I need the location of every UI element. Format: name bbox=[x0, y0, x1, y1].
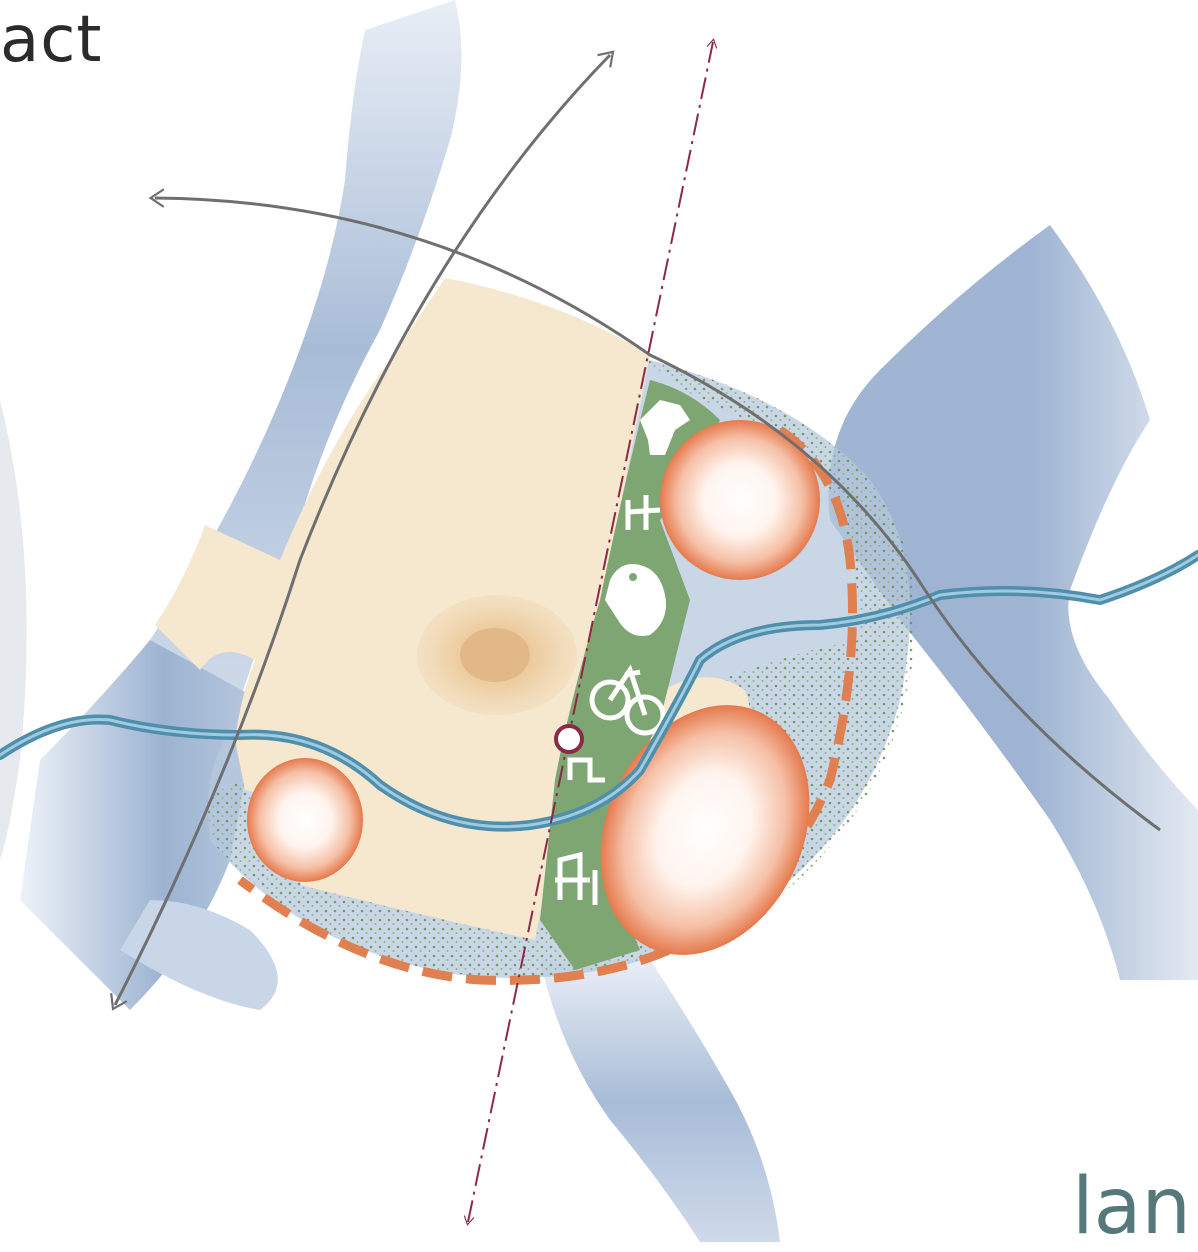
growth-area-west bbox=[247, 758, 363, 882]
left-panel bbox=[0, 400, 27, 860]
station-marker bbox=[554, 724, 584, 754]
rail-line bbox=[463, 38, 718, 1226]
heading-text: act bbox=[0, 3, 103, 77]
town-centre-core bbox=[460, 628, 530, 682]
valley-east bbox=[828, 225, 1198, 980]
logo-text: lan bbox=[1072, 1162, 1191, 1252]
valley-south bbox=[540, 960, 780, 1242]
